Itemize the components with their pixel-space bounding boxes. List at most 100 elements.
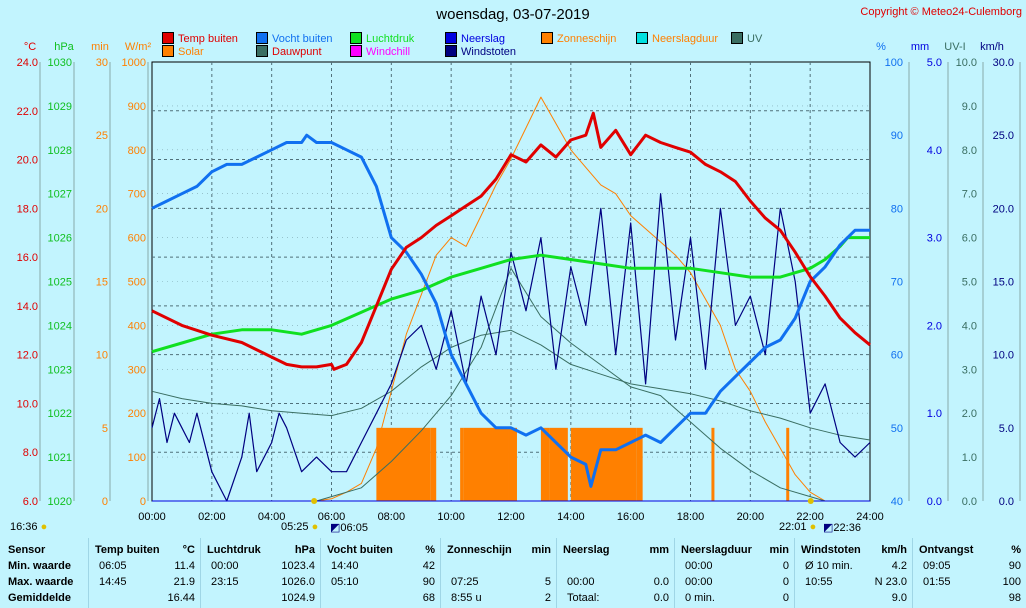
axis-tick-wind: 15.0 — [993, 277, 1014, 289]
axis-tick-uv: 7.0 — [962, 189, 977, 201]
table-cell-min-time: Ø 10 min. — [805, 560, 853, 572]
table-col-ontvangst: Ontvangst% 09:05 90 01:55 100 98 — [912, 538, 1026, 608]
axis-tick-temp: 10.0 — [17, 398, 38, 410]
table-cell-min-time: 14:40 — [331, 560, 359, 572]
axis-tick-humidity: 70 — [891, 277, 903, 289]
table-cell-max-time: 10:55 — [805, 576, 833, 588]
table-cell-max-val: 21.9 — [173, 576, 195, 588]
x-tick-label: 24:00 — [856, 511, 884, 523]
table-cell-avg-val: 68 — [422, 592, 435, 604]
table-cell-unit: % — [1011, 544, 1021, 556]
table-cell-max-time: 07:25 — [451, 576, 479, 588]
legend-windchill: Windchill — [350, 45, 410, 59]
table-cell-title: Ontvangst — [919, 544, 974, 556]
axis-tick-minutes: 0 — [102, 496, 108, 508]
axis-unit-minutes: min — [91, 41, 109, 53]
axis-tick-solar: 400 — [128, 320, 146, 332]
axis-tick-solar: 0 — [140, 496, 146, 508]
axis-tick-wind: 0.0 — [999, 496, 1014, 508]
axis-unit-solar: W/m² — [125, 41, 152, 53]
series-uv — [152, 267, 870, 502]
axis-tick-humidity: 80 — [891, 203, 903, 215]
axis-tick-minutes: 25 — [96, 130, 108, 142]
table-cell-max-time: 00:00 — [685, 576, 713, 588]
axis-tick-rain: 0.0 — [927, 496, 942, 508]
x-tick-label: 20:00 — [737, 511, 765, 523]
table-cell-min-time: 00:00 — [685, 560, 713, 572]
sunset-time: 22:01 ● — [779, 521, 817, 533]
axis-tick-pressure: 1025 — [48, 277, 72, 289]
table-cell-avg-val: 16.44 — [167, 592, 195, 604]
sunshine-bar — [508, 427, 517, 501]
axis-tick-solar: 700 — [128, 189, 146, 201]
legend-uv: UV — [731, 32, 762, 46]
table-cell-max-val: 1026.0 — [281, 576, 315, 588]
axis-tick-minutes: 10 — [96, 350, 108, 362]
sun-marker — [311, 498, 318, 504]
axis-tick-wind: 10.0 — [993, 350, 1014, 362]
table-cell-title: Neerslagduur — [681, 544, 752, 556]
table-col-vocht-buiten: Vocht buiten% 14:40 42 05:10 90 68 — [320, 538, 441, 608]
axis-tick-temp: 6.0 — [23, 496, 38, 508]
table-cell-avg-val: 0.0 — [653, 592, 669, 604]
axis-tick-uv: 6.0 — [962, 233, 977, 245]
table-cell-max-val: 90 — [422, 576, 435, 588]
table-cell-avg-time: 8:55 u — [451, 592, 482, 604]
table-cell-unit: °C — [182, 544, 195, 556]
axis-tick-temp: 16.0 — [17, 252, 38, 264]
axis-tick-solar: 200 — [128, 408, 146, 420]
sun-marker — [807, 498, 814, 504]
sun-row-left-time: 16:36 ● — [10, 521, 48, 533]
table-col-zonneschijn: Zonneschijn min 07:25 5 8:55 u 2 — [440, 538, 557, 608]
x-tick-label: 16:00 — [617, 511, 645, 523]
axis-tick-temp: 20.0 — [17, 155, 38, 167]
axis-tick-temp: 12.0 — [17, 350, 38, 362]
table-cell-min-time: 09:05 — [923, 560, 951, 572]
axis-tick-uv: 5.0 — [962, 277, 977, 289]
series-temp — [151, 111, 871, 371]
table-col-windstoten: Windstoten km/h Ø 10 min. 4.2 10:55 N 23.0 9.0 — [794, 538, 913, 608]
table-cell-max-time: 01:55 — [923, 576, 951, 588]
table-cell-unit: km/h — [881, 544, 907, 556]
table-col-luchtdruk: Luchtdruk hPa 00:00 1023.4 23:15 1026.0 1024.9 — [200, 538, 321, 608]
series-dewpoint — [151, 329, 871, 441]
table-cell-unit: hPa — [294, 544, 315, 556]
axis-tick-uv: 8.0 — [962, 145, 977, 157]
axis-tick-wind: 30.0 — [993, 57, 1014, 69]
x-tick-label: 10:00 — [437, 511, 465, 523]
axis-tick-humidity: 40 — [891, 496, 903, 508]
sunshine-bar — [786, 427, 790, 501]
x-tick-label: 22:00 — [796, 511, 824, 523]
axis-tick-rain: 5.0 — [927, 57, 942, 69]
sunshine-bar — [549, 427, 568, 501]
axis-tick-temp: 8.0 — [23, 447, 38, 459]
table-cell-title: Neerslag — [563, 544, 610, 556]
table-cell-title: Zonneschijn — [447, 544, 512, 556]
legend-gust: Windstoten — [445, 45, 516, 59]
table-cell-max-time: 05:10 — [331, 576, 359, 588]
table-cell-title: Vocht buiten — [327, 544, 393, 556]
table-cell-avg-val: 0 — [782, 592, 789, 604]
x-tick-label: 04:00 — [258, 511, 286, 523]
table-cell-max-val: 0.0 — [653, 576, 669, 588]
chart-title: woensdag, 03-07-2019 — [436, 6, 590, 23]
axis-tick-pressure: 1024 — [48, 320, 72, 332]
x-tick-label: 18:00 — [677, 511, 705, 523]
table-cell-min-time: 00:00 — [211, 560, 239, 572]
axis-tick-pressure: 1029 — [48, 101, 72, 113]
table-cell-max-val: 100 — [1002, 576, 1021, 588]
axis-tick-solar: 500 — [128, 277, 146, 289]
table-cell-max-val: N 23.0 — [874, 576, 907, 588]
axis-tick-pressure: 1023 — [48, 364, 72, 376]
axis-tick-pressure: 1022 — [48, 408, 72, 420]
axis-tick-wind: 25.0 — [993, 130, 1014, 142]
axis-tick-pressure: 1027 — [48, 189, 72, 201]
x-tick-label: 12:00 — [497, 511, 525, 523]
sunrise-civil-time: ◩06:05 — [330, 522, 368, 534]
axis-tick-minutes: 15 — [96, 277, 108, 289]
legend-solar: Solar — [162, 45, 204, 59]
series-gust — [151, 193, 871, 502]
table-cell-min-val: 0 — [782, 560, 789, 572]
legend-humidity: Vocht buiten — [256, 32, 333, 46]
axis-unit-rain: mm — [911, 41, 929, 53]
